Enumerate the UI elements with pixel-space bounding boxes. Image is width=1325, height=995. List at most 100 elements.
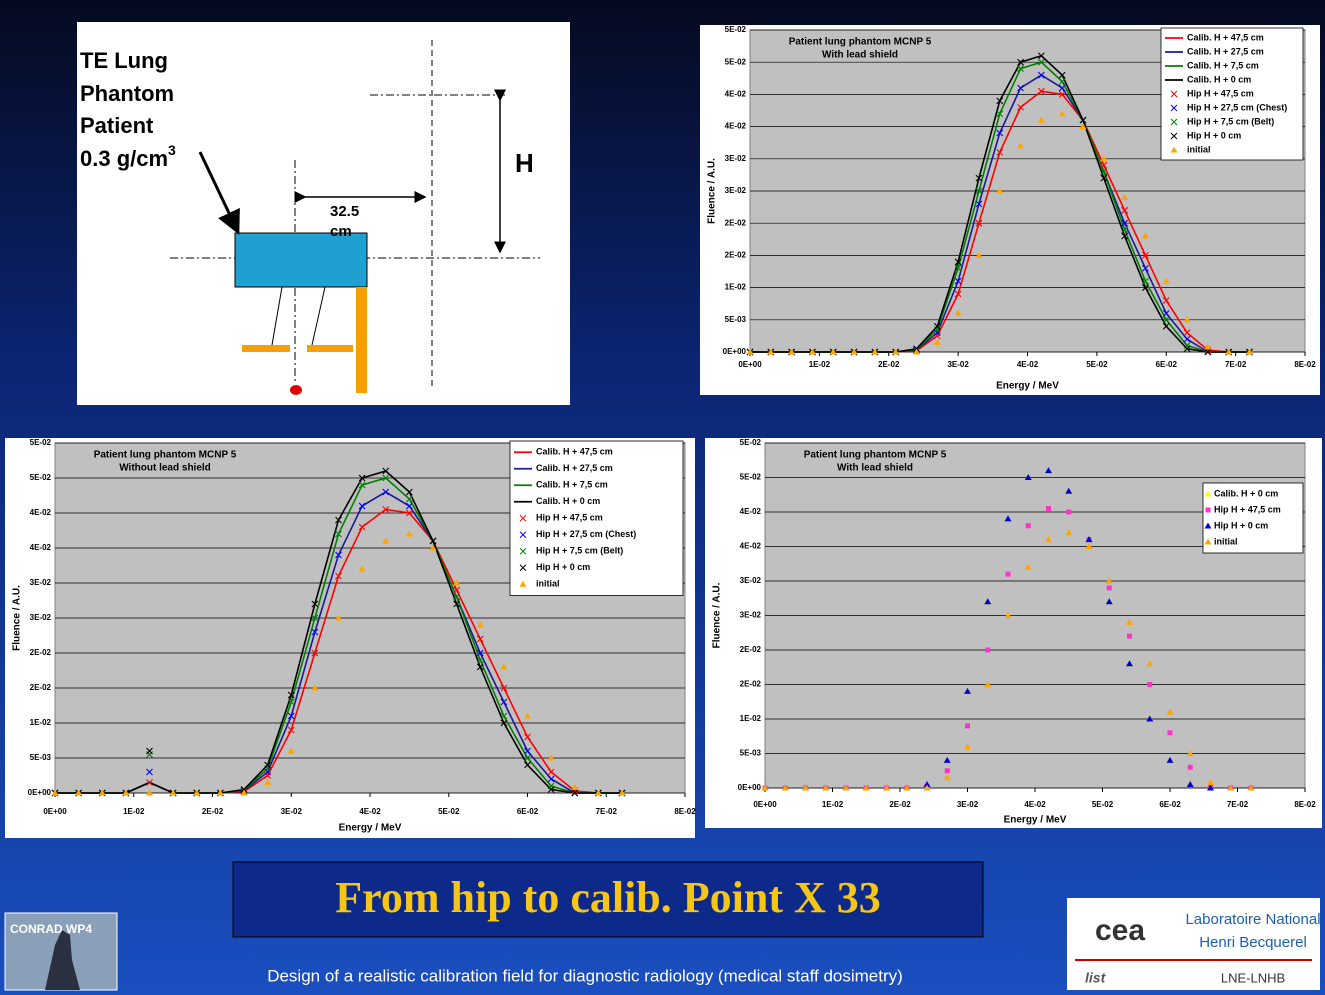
series-marker xyxy=(1100,161,1108,169)
series-marker xyxy=(1141,232,1149,239)
legend-label: Calib. H + 0 cm xyxy=(1187,74,1251,84)
series-marker xyxy=(862,784,870,791)
series-marker xyxy=(933,338,941,345)
series-marker xyxy=(1227,784,1235,791)
y-axis-label: Fluence / A.U. xyxy=(12,585,23,651)
series-marker xyxy=(146,747,153,755)
y-tick-label: 3E-02 xyxy=(30,613,52,622)
series-marker xyxy=(842,784,850,791)
chart: 0E+00 5E-03 1E-02 2E-02 2E-02 3E-02 3E-02 4E-02… xyxy=(705,438,1322,828)
series-marker xyxy=(382,474,390,482)
series-marker xyxy=(933,326,941,333)
y-tick-label: 0E+00 xyxy=(738,783,762,792)
series-marker xyxy=(1105,577,1113,584)
series-marker xyxy=(311,600,319,608)
series-marker xyxy=(146,768,153,776)
legend-swatch xyxy=(519,564,527,572)
y-tick-label: 3E-02 xyxy=(30,578,52,587)
series-marker xyxy=(358,502,366,510)
series-marker xyxy=(571,783,579,790)
chart-subtitle: With lead shield xyxy=(837,463,913,474)
series-marker xyxy=(1121,226,1129,234)
series-marker xyxy=(146,779,153,786)
series-marker xyxy=(954,277,962,285)
series-marker xyxy=(975,219,983,227)
series-marker xyxy=(996,187,1004,194)
y-tick-label: 4E-02 xyxy=(725,90,747,99)
y-tick-label: 2E-02 xyxy=(30,683,52,692)
x-tick-label: 4E-02 xyxy=(359,807,381,816)
y-tick-label: 3E-02 xyxy=(740,611,762,620)
series-marker xyxy=(1186,750,1194,756)
series-marker xyxy=(1204,343,1212,350)
series-marker xyxy=(51,789,59,796)
series-marker xyxy=(500,663,508,670)
x-tick-label: 4E-02 xyxy=(1024,800,1046,809)
y-tick-label: 5E-02 xyxy=(740,438,762,447)
series-marker xyxy=(405,509,413,517)
series-marker xyxy=(476,656,484,664)
x-tick-label: 1E-02 xyxy=(809,360,831,369)
chart: 0E+00 5E-03 1E-02 2E-02 2E-02 3E-02 3E-02 4E-02… xyxy=(5,438,696,838)
series-marker xyxy=(975,200,983,208)
x-tick-label: 6E-02 xyxy=(1159,800,1181,809)
series-marker xyxy=(75,789,83,796)
legend-label: Hip H + 7,5 cm (Belt) xyxy=(536,546,623,556)
x-tick-label: 7E-02 xyxy=(1227,800,1249,809)
series-marker xyxy=(996,148,1004,156)
y-tick-label: 1E-02 xyxy=(30,718,52,727)
series-marker xyxy=(1142,277,1149,285)
series-marker xyxy=(965,723,970,729)
series-marker xyxy=(382,467,390,475)
series-marker xyxy=(1058,91,1066,98)
series-marker xyxy=(382,537,390,544)
lne: LNE-LNHB xyxy=(1221,970,1285,985)
right-logo: cea Laboratoire National Henri Becquerel… xyxy=(1067,898,1321,990)
series-marker xyxy=(358,565,366,572)
series-marker xyxy=(453,586,461,594)
footer: Design of a realistic calibration field … xyxy=(267,966,903,985)
series-marker xyxy=(311,649,319,657)
series-marker xyxy=(287,691,295,699)
series-marker xyxy=(964,743,971,750)
series-marker xyxy=(954,290,962,298)
y-axis-label: Fluence / A.U. xyxy=(712,582,723,648)
series-marker xyxy=(943,774,951,781)
y-tick-label: 3E-02 xyxy=(740,576,762,585)
legend-label: initial xyxy=(1187,144,1211,154)
series-marker xyxy=(1100,168,1108,176)
series-marker xyxy=(405,488,413,496)
series-marker xyxy=(1167,730,1173,736)
phantom xyxy=(234,232,368,288)
legend-swatch xyxy=(1170,104,1178,112)
diagram: TE Lung Phantom Patient 0.3 g/cm3 H 32.5… xyxy=(77,22,570,405)
logo-figure xyxy=(45,930,80,990)
series-marker xyxy=(1126,660,1133,667)
y-tick-label: 5E-03 xyxy=(30,753,52,762)
y-tick-label: 0E+00 xyxy=(28,788,52,797)
legend-swatch xyxy=(1205,507,1211,513)
series-marker xyxy=(954,258,962,266)
series-marker xyxy=(1037,58,1045,66)
series-marker xyxy=(1105,598,1113,605)
series-marker xyxy=(1106,585,1112,591)
chart-title: Patient lung phantom MCNP 5 xyxy=(804,450,947,461)
legend-swatch xyxy=(519,547,527,555)
beam-edge xyxy=(271,286,283,346)
logo-frame xyxy=(1067,898,1320,990)
diagram-label: TE Lung xyxy=(80,48,168,73)
series-marker xyxy=(358,474,366,482)
y-tick-label: 4E-02 xyxy=(740,507,762,516)
series-marker xyxy=(405,495,413,503)
series-marker xyxy=(169,789,177,796)
y-axis-label: Fluence / A.U. xyxy=(707,158,718,224)
series-marker xyxy=(335,614,342,621)
series-marker xyxy=(1162,297,1170,304)
series-marker xyxy=(1017,142,1025,149)
series-marker xyxy=(1121,193,1129,200)
series-marker xyxy=(996,97,1004,105)
series-marker xyxy=(335,530,342,538)
diagram-label: Phantom xyxy=(80,81,174,106)
x-tick-label: 1E-02 xyxy=(123,807,145,816)
